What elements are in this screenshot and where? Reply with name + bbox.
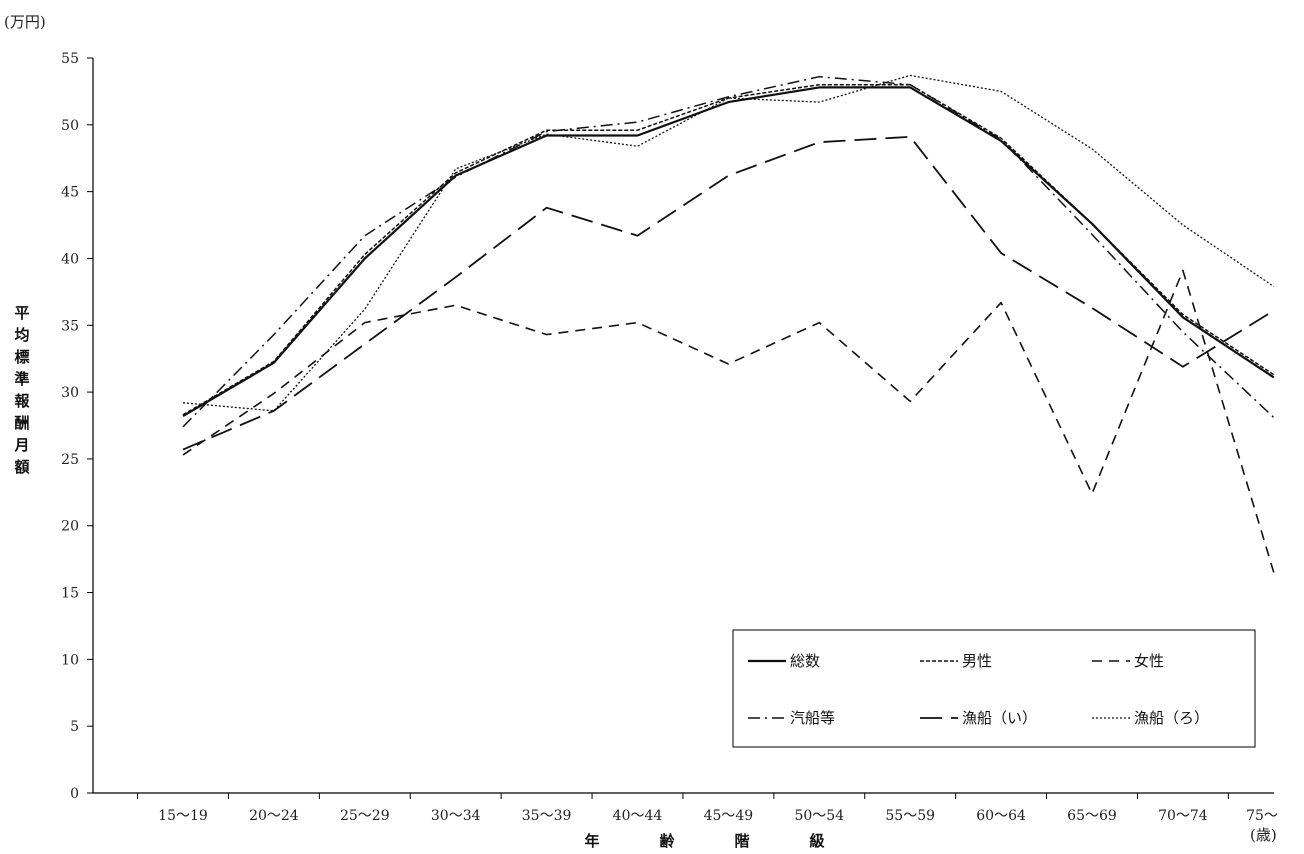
y-axis-label-char: 平 xyxy=(14,304,29,322)
y-tick-label: 5 xyxy=(70,719,79,735)
y-tick-label: 30 xyxy=(61,385,79,401)
legend-label-漁船（ろ）: 漁船（ろ） xyxy=(1134,709,1209,727)
axes xyxy=(92,58,1274,794)
series-line-女性 xyxy=(182,269,1275,573)
y-axis-label-char: 標 xyxy=(14,348,29,366)
x-axis-ticks: 15〜19 20〜24 25〜29 30〜34 35〜39 40〜44 45〜49 50〜54… xyxy=(137,793,1278,824)
y-tick-label: 0 xyxy=(70,786,79,802)
x-axis-label: 年齢階級 xyxy=(584,832,824,850)
x-tick-label: 40〜44 xyxy=(613,808,663,824)
x-tick-label: 15〜19 xyxy=(158,808,208,824)
x-tick-label: 25〜29 xyxy=(340,808,390,824)
x-axis-label-char: 齢 xyxy=(659,832,675,850)
y-tick-label: 20 xyxy=(61,519,79,535)
y-unit-label: (万円) xyxy=(4,13,46,31)
y-axis-label-char: 月 xyxy=(13,436,29,454)
x-tick-label: 60〜64 xyxy=(976,808,1026,824)
y-tick-label: 10 xyxy=(61,652,79,668)
x-tick-label: 35〜39 xyxy=(522,808,572,824)
x-tick-label: 45〜49 xyxy=(704,808,754,824)
y-axis-label-char: 額 xyxy=(13,458,29,476)
series-lines xyxy=(182,74,1275,573)
y-tick-label: 35 xyxy=(61,318,79,334)
legend-label-男性: 男性 xyxy=(962,652,992,670)
series-line-男性 xyxy=(182,83,1275,416)
y-tick-label: 15 xyxy=(61,586,79,602)
x-axis-label-char: 階 xyxy=(734,832,749,850)
legend-box xyxy=(732,629,1256,748)
x-tick-label: 75〜 xyxy=(1246,808,1278,824)
x-tick-label: 70〜74 xyxy=(1158,808,1208,824)
y-axis-label-char: 報 xyxy=(14,392,30,410)
x-axis-label-char: 級 xyxy=(809,832,824,850)
series-line-漁船（ろ） xyxy=(182,74,1275,412)
x-tick-label: 65〜69 xyxy=(1067,808,1117,824)
x-tick-label: 50〜54 xyxy=(794,808,844,824)
y-tick-label: 40 xyxy=(61,251,79,267)
legend-label-女性: 女性 xyxy=(1134,652,1164,670)
y-axis-label-char: 均 xyxy=(14,326,29,344)
legend-label-漁船（い）: 漁船（い） xyxy=(962,709,1037,727)
x-tick-label: 55〜59 xyxy=(885,808,935,824)
y-axis-ticks: 0 5 10 15 20 25 30 35 40 45 50 55 xyxy=(61,51,93,802)
series-line-総数 xyxy=(182,86,1275,418)
y-tick-label: 55 xyxy=(61,51,79,67)
series-line-漁船（い） xyxy=(182,135,1275,451)
y-axis-label-char: 準 xyxy=(14,370,29,388)
x-tick-label: 20〜24 xyxy=(249,808,299,824)
y-tick-label: 25 xyxy=(61,452,79,468)
y-tick-label: 45 xyxy=(61,185,79,201)
legend-label-総数: 総数 xyxy=(790,652,820,670)
y-tick-label: 50 xyxy=(61,118,79,134)
x-axis-label-char: 年 xyxy=(584,832,599,850)
x-unit-label: (歳) xyxy=(1250,826,1277,844)
y-axis-label-char: 酬 xyxy=(14,414,29,432)
series-line-汽船等 xyxy=(182,75,1275,428)
x-tick-label: 30〜34 xyxy=(431,808,481,824)
legend-label-汽船等: 汽船等 xyxy=(790,709,835,727)
